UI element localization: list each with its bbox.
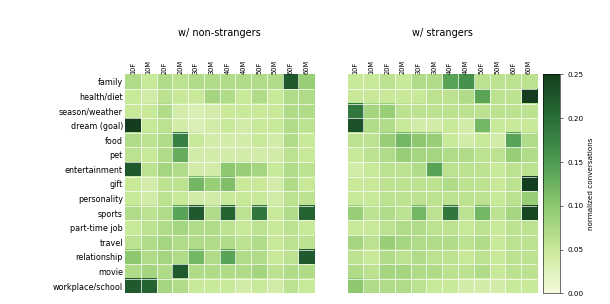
Title: w/ non-strangers: w/ non-strangers [178,28,261,38]
Y-axis label: normalized conversations: normalized conversations [588,138,594,230]
Title: w/ strangers: w/ strangers [412,28,473,38]
